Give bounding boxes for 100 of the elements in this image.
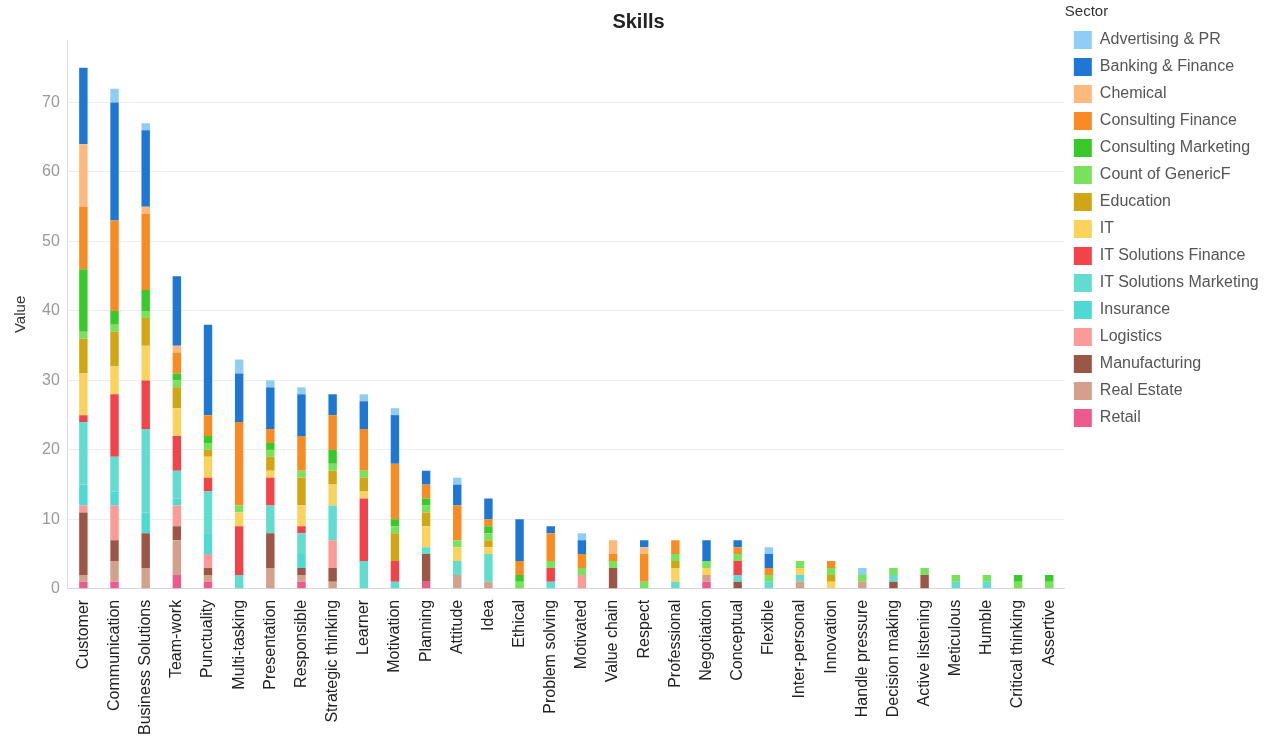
bar bbox=[453, 477, 462, 485]
bar bbox=[266, 505, 275, 534]
bar bbox=[141, 533, 150, 568]
bar bbox=[390, 533, 400, 562]
legend-label: Manufacturing bbox=[1099, 354, 1202, 372]
bar bbox=[951, 574, 960, 582]
x-tick-label: Learner bbox=[354, 599, 372, 655]
x-tick-label: Idea bbox=[478, 599, 496, 631]
x-tick-label: Presentation bbox=[260, 599, 278, 690]
bar bbox=[577, 574, 587, 589]
bar bbox=[141, 213, 150, 291]
bar bbox=[328, 394, 337, 416]
bar bbox=[453, 505, 462, 541]
bar bbox=[764, 567, 774, 575]
bar bbox=[172, 387, 182, 409]
bar bbox=[577, 567, 587, 575]
bar bbox=[172, 380, 182, 388]
x-tick-label: Flexible bbox=[759, 599, 777, 655]
bar bbox=[795, 574, 805, 582]
bar bbox=[359, 401, 368, 430]
bar bbox=[484, 581, 493, 589]
bar bbox=[297, 394, 306, 436]
x-tick-label: Problem solving bbox=[541, 599, 559, 714]
bar bbox=[484, 498, 493, 520]
bar bbox=[359, 394, 368, 402]
bar bbox=[484, 554, 493, 582]
bar bbox=[172, 574, 182, 589]
bar bbox=[266, 470, 275, 478]
bar bbox=[546, 533, 555, 562]
bar bbox=[234, 373, 244, 423]
x-tick-label: Respect bbox=[634, 599, 652, 659]
bar bbox=[266, 567, 275, 589]
bar bbox=[826, 574, 836, 582]
bar bbox=[141, 123, 150, 131]
bar bbox=[889, 567, 898, 575]
bar bbox=[79, 338, 88, 374]
bar bbox=[234, 422, 244, 506]
bar bbox=[297, 581, 306, 589]
bar bbox=[297, 505, 306, 527]
bar bbox=[203, 442, 213, 450]
bar bbox=[889, 574, 898, 582]
bar bbox=[858, 567, 867, 575]
bar bbox=[733, 540, 742, 548]
bar bbox=[359, 498, 368, 562]
y-tick-label: 50 bbox=[42, 231, 60, 249]
bar bbox=[110, 88, 119, 103]
legend-label: Advertising & PR bbox=[1099, 30, 1221, 48]
bar bbox=[110, 581, 119, 589]
bar bbox=[172, 526, 182, 541]
bar bbox=[266, 387, 275, 430]
bar bbox=[484, 540, 493, 548]
bar bbox=[79, 415, 88, 423]
bar bbox=[110, 561, 119, 582]
bar bbox=[359, 477, 368, 492]
bar bbox=[671, 581, 680, 589]
x-tick-label: Active listening bbox=[915, 599, 933, 707]
bar bbox=[608, 540, 618, 555]
y-tick-label: 20 bbox=[42, 440, 60, 458]
bar bbox=[671, 567, 680, 582]
bar bbox=[359, 429, 368, 471]
bar bbox=[203, 477, 213, 492]
bar bbox=[577, 533, 587, 541]
bar bbox=[172, 345, 182, 353]
y-tick-label: 0 bbox=[50, 579, 60, 597]
bar bbox=[484, 519, 493, 527]
bar bbox=[172, 540, 182, 575]
x-tick-label: Motivation bbox=[385, 599, 403, 673]
legend-label: Insurance bbox=[1099, 300, 1171, 318]
bar bbox=[266, 477, 275, 506]
legend-label: Consulting Finance bbox=[1099, 111, 1237, 129]
bar bbox=[328, 581, 337, 589]
bar bbox=[795, 561, 805, 568]
bar bbox=[608, 567, 618, 589]
bar bbox=[453, 540, 462, 548]
bar bbox=[234, 512, 244, 527]
bar bbox=[297, 435, 306, 471]
bar bbox=[546, 561, 555, 568]
bar bbox=[421, 505, 431, 513]
y-tick-label: 10 bbox=[42, 509, 60, 527]
bar bbox=[733, 574, 742, 582]
bar bbox=[172, 373, 182, 381]
bar bbox=[266, 429, 275, 443]
bar bbox=[390, 463, 400, 520]
bar bbox=[297, 533, 306, 555]
bar bbox=[297, 554, 306, 568]
bar bbox=[141, 290, 150, 311]
bar bbox=[172, 276, 182, 346]
legend-label: Education bbox=[1099, 192, 1171, 210]
bar bbox=[172, 470, 182, 499]
bar bbox=[266, 456, 275, 471]
x-tick-label: Negotiation bbox=[696, 599, 714, 681]
bar bbox=[110, 491, 119, 506]
bar bbox=[79, 581, 88, 589]
bar bbox=[110, 505, 119, 541]
legend-label: Real Estate bbox=[1099, 381, 1183, 399]
bar bbox=[858, 574, 867, 582]
bar bbox=[640, 554, 649, 582]
bar bbox=[515, 574, 524, 582]
bar bbox=[733, 561, 742, 575]
chart-title: Skills bbox=[612, 9, 665, 32]
